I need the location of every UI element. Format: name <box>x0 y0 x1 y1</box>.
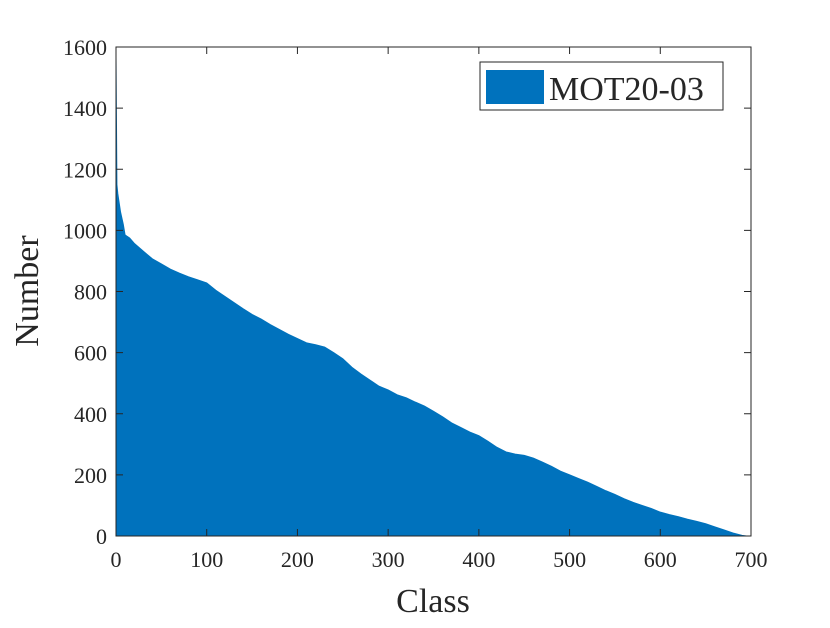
y-tick-label-600: 600 <box>74 341 107 366</box>
y-tick-label-0: 0 <box>96 524 107 549</box>
y-axis-title: Number <box>9 235 46 347</box>
y-tick-label-1200: 1200 <box>63 157 107 182</box>
series-area-0 <box>115 56 747 537</box>
ticks-layer: 0 100 200 300 400 500 600 700 0 200 400 600 800 1000 1… <box>63 35 768 572</box>
y-tick-label-200: 200 <box>74 463 107 488</box>
y-tick-label-800: 800 <box>74 280 107 305</box>
y-tick-label-1400: 1400 <box>63 96 107 121</box>
series-layer <box>115 56 747 537</box>
x-axis-title: Class <box>396 583 470 620</box>
x-tick-label-600: 600 <box>644 547 677 572</box>
y-tick-label-400: 400 <box>74 402 107 427</box>
legend: MOT20-03 <box>479 61 724 111</box>
x-tick-label-400: 400 <box>462 547 495 572</box>
x-tick-label-700: 700 <box>735 547 768 572</box>
x-tick-label-300: 300 <box>372 547 405 572</box>
x-tick-label-0: 0 <box>111 547 122 572</box>
x-tick-label-200: 200 <box>281 547 314 572</box>
y-tick-label-1600: 1600 <box>63 35 107 60</box>
x-tick-label-100: 100 <box>190 547 223 572</box>
y-tick-label-1000: 1000 <box>63 218 107 243</box>
x-tick-label-500: 500 <box>553 547 586 572</box>
legend-swatch <box>486 70 544 104</box>
legend-entry-label: MOT20-03 <box>549 71 704 108</box>
